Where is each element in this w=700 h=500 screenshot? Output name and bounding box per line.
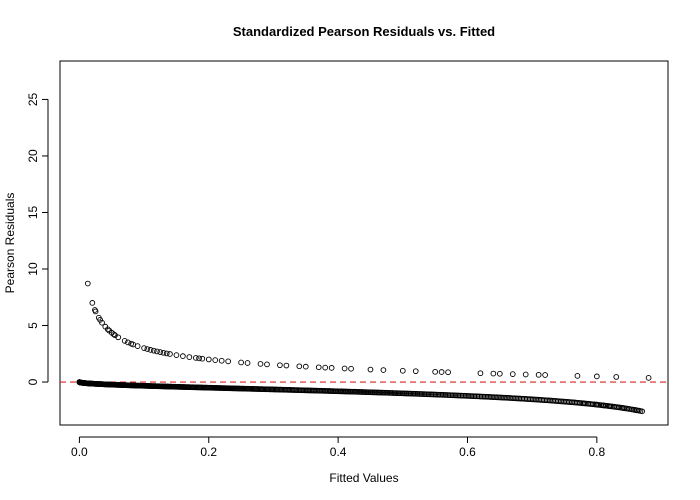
data-point <box>432 368 439 375</box>
data-point <box>639 408 645 415</box>
data-point <box>134 343 141 349</box>
data-point <box>163 350 170 357</box>
data-point <box>645 375 652 381</box>
x-tick-label: 0.8 <box>589 445 606 459</box>
data-point <box>115 334 122 341</box>
y-tick-label: 15 <box>26 205 40 219</box>
data-point <box>581 400 587 407</box>
data-point <box>438 369 445 375</box>
data-point <box>496 370 503 377</box>
data-point <box>283 362 290 369</box>
data-point <box>302 363 309 370</box>
data-point <box>196 355 202 362</box>
data-point <box>619 405 626 411</box>
data-point <box>238 359 244 366</box>
y-tick-label: 10 <box>26 262 40 276</box>
data-point <box>296 363 303 370</box>
y-axis-label: Pearson Residuals <box>3 193 17 294</box>
data-point <box>167 351 173 357</box>
y-tick-label: 0 <box>26 378 40 385</box>
data-point <box>574 373 581 379</box>
data-point <box>380 367 387 373</box>
x-tick-label: 0.6 <box>459 445 476 459</box>
data-point <box>509 371 516 377</box>
data-point <box>157 349 164 355</box>
data-point <box>125 339 131 346</box>
x-axis: 0.0 0.2 0.4 0.6 0.8 <box>71 436 606 459</box>
data-point <box>606 403 613 410</box>
data-point <box>192 355 199 361</box>
data-point <box>121 337 128 344</box>
data-point <box>542 372 548 378</box>
data-point <box>632 407 639 413</box>
data-point <box>522 371 529 378</box>
y-tick-label: 25 <box>26 92 40 106</box>
x-axis-label: Fitted Values <box>329 471 398 485</box>
data-point <box>315 364 322 371</box>
data-point <box>150 347 157 354</box>
data-point <box>399 367 406 374</box>
x-tick-label: 0.4 <box>330 445 347 459</box>
data-point <box>105 326 111 333</box>
y-tick-label: 20 <box>26 149 40 163</box>
data-point <box>199 355 206 362</box>
data-points <box>76 280 652 415</box>
data-point <box>147 347 154 353</box>
data-point <box>173 352 180 358</box>
data-point <box>180 353 186 359</box>
data-point <box>99 319 105 326</box>
data-point <box>593 373 600 380</box>
data-point <box>244 360 251 366</box>
x-tick-label: 0.2 <box>200 445 217 459</box>
data-point <box>535 371 542 378</box>
data-point <box>205 356 212 363</box>
data-point <box>367 366 374 373</box>
data-point <box>600 402 607 409</box>
data-point <box>89 300 96 306</box>
data-point <box>277 362 283 369</box>
data-point <box>341 365 348 372</box>
data-point <box>328 365 335 371</box>
data-point <box>92 308 99 315</box>
data-point <box>445 369 451 376</box>
data-point <box>593 401 600 408</box>
data-point <box>477 370 484 377</box>
data-point <box>154 348 160 355</box>
data-point <box>490 370 497 377</box>
data-point <box>160 349 167 356</box>
data-point <box>186 354 193 360</box>
data-point <box>84 280 91 287</box>
data-point <box>322 364 329 371</box>
data-point <box>348 365 354 372</box>
data-point <box>264 361 270 368</box>
data-point <box>613 374 620 380</box>
data-point <box>110 331 117 338</box>
data-point <box>141 345 147 351</box>
data-point <box>144 346 151 352</box>
data-point <box>225 358 232 365</box>
data-point <box>218 357 225 364</box>
y-tick-label: 5 <box>26 322 40 329</box>
y-axis: 0 5 10 15 20 25 <box>26 92 49 385</box>
data-point <box>212 357 219 363</box>
plot-frame <box>59 60 669 426</box>
data-point <box>412 368 419 375</box>
chart-title: Standardized Pearson Residuals vs. Fitte… <box>233 24 495 39</box>
x-tick-label: 0.0 <box>71 445 88 459</box>
data-point <box>257 361 264 367</box>
